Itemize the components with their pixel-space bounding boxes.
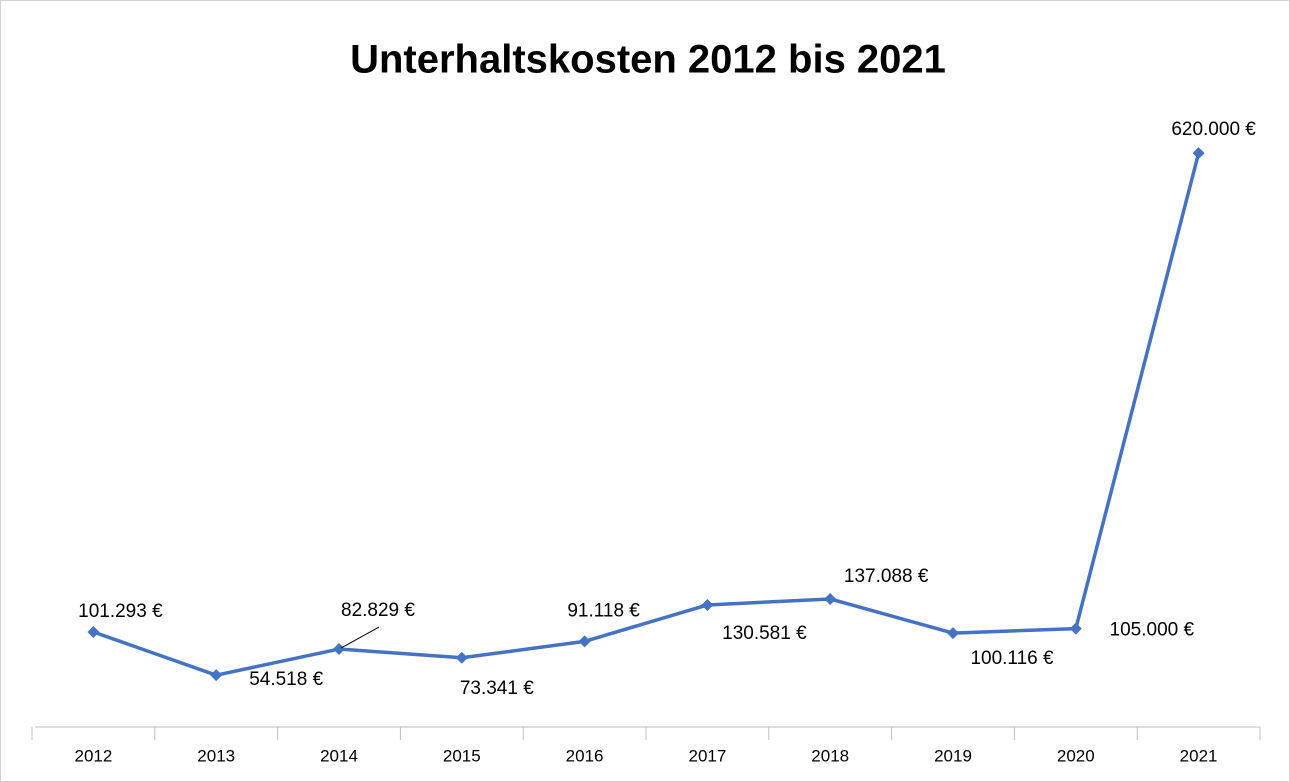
data-label: 101.293 € [78, 601, 163, 622]
x-tick-label: 2014 [320, 746, 358, 765]
data-label: 54.518 € [249, 669, 323, 690]
data-label: 130.581 € [722, 623, 807, 644]
chart-title: Unterhaltskosten 2012 bis 2021 [350, 38, 946, 82]
marker [578, 635, 591, 648]
x-tick-label: 2018 [811, 746, 849, 765]
marker [947, 627, 959, 640]
x-tick-label: 2015 [443, 746, 481, 765]
marker [455, 651, 468, 664]
x-tick-label: 2019 [934, 746, 972, 765]
marker [87, 625, 100, 638]
x-tick-label: 2020 [1057, 746, 1095, 765]
data-label: 100.116 € [970, 648, 1054, 669]
data-label: 91.118 € [567, 600, 640, 621]
marker [333, 643, 345, 656]
marker [1069, 622, 1082, 635]
marker [701, 598, 714, 611]
data-label: 620.000 € [1171, 119, 1256, 140]
marker [210, 669, 223, 682]
x-tick-label: 2017 [688, 746, 726, 765]
data-label: 137.088 € [844, 566, 929, 587]
marker [824, 592, 837, 605]
x-tick-label: 2021 [1180, 746, 1218, 765]
line [92, 152, 1201, 677]
data-label: 73.341 € [460, 678, 534, 699]
x-tick-label: 2013 [197, 746, 235, 765]
data-label: 105.000 € [1110, 620, 1195, 641]
leader-line [340, 626, 380, 649]
x-tick-label: 2016 [566, 746, 604, 765]
x-tick-label: 2012 [74, 746, 112, 765]
data-label: 82.829 € [341, 600, 415, 621]
marker [1192, 147, 1205, 160]
